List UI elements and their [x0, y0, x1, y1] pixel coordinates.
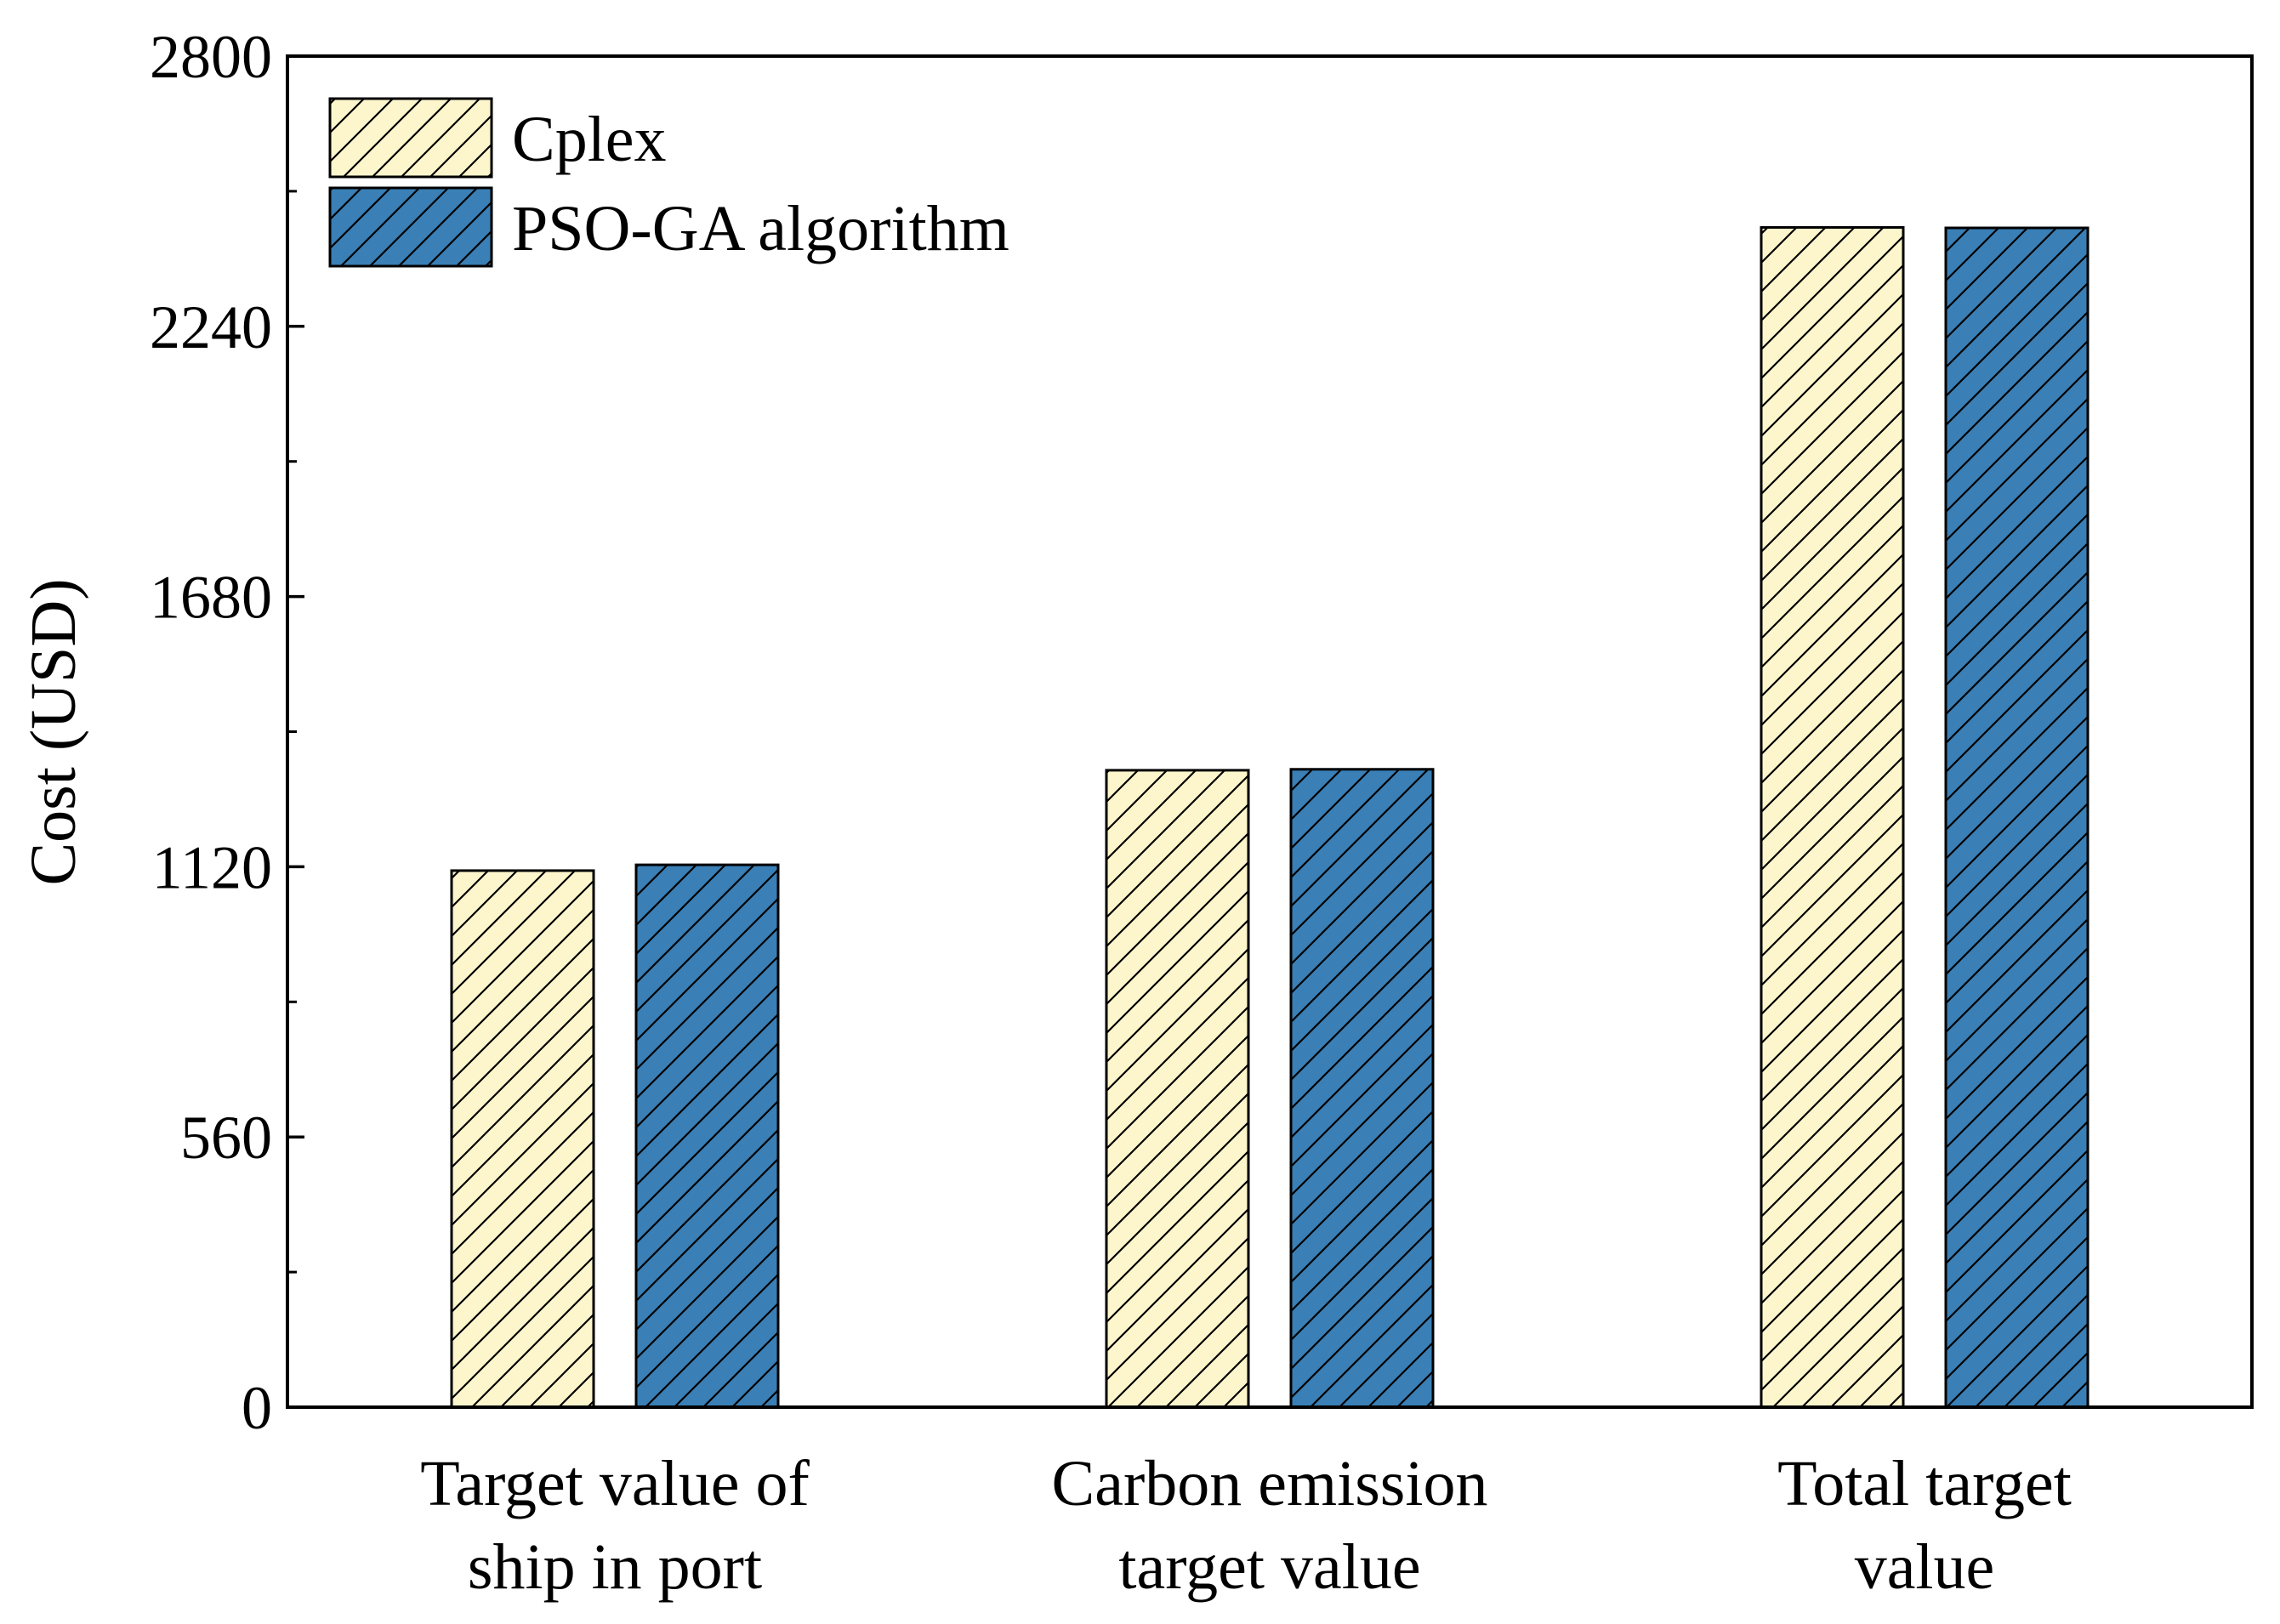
legend-label: Cplex — [512, 104, 667, 175]
x-category-label: target value — [1118, 1531, 1420, 1603]
y-tick-label: 560 — [180, 1104, 272, 1172]
bar-hatch — [1944, 226, 2090, 1409]
y-tick-label: 0 — [242, 1374, 272, 1442]
legend: Cplex PSO-GA algorithm — [328, 97, 1009, 268]
x-category-label: value — [1855, 1531, 1995, 1603]
legend-label: PSO-GA algorithm — [512, 193, 1009, 264]
bar-pso-ga-algorithm-0 — [634, 863, 780, 1409]
x-category-label: Target value of — [420, 1448, 810, 1519]
y-tick-label: 2240 — [150, 293, 272, 361]
legend-item: PSO-GA algorithm — [328, 186, 1009, 268]
bar-hatch — [450, 869, 595, 1409]
bar-pso-ga-algorithm-2 — [1944, 226, 2090, 1409]
bar-hatch — [1105, 769, 1250, 1409]
axes-layer: 0 560 1120 1680 2240 2800 Target value of ship … — [150, 23, 2254, 1603]
legend-swatch-hatch — [328, 186, 493, 268]
y-tick-label: 2800 — [150, 23, 272, 91]
y-tick-label: 1680 — [150, 564, 272, 632]
y-tick-label: 1120 — [152, 833, 272, 901]
bar-cplex-1 — [1105, 769, 1250, 1409]
bar-hatch — [1760, 225, 1905, 1409]
bar-cplex-2 — [1760, 225, 1905, 1409]
x-category-label: Carbon emission — [1052, 1448, 1488, 1519]
legend-item: Cplex — [328, 97, 667, 179]
bar-hatch — [1289, 768, 1435, 1409]
x-category-label: ship in port — [468, 1531, 762, 1603]
y-axis-label: Cost (USD) — [18, 578, 89, 885]
legend-swatch-hatch — [328, 97, 493, 179]
bar-pso-ga-algorithm-1 — [1289, 768, 1435, 1409]
bar-cplex-0 — [450, 869, 595, 1409]
bars-layer — [450, 225, 2090, 1409]
x-category-label: Total target — [1777, 1448, 2072, 1519]
bar-hatch — [634, 863, 780, 1409]
